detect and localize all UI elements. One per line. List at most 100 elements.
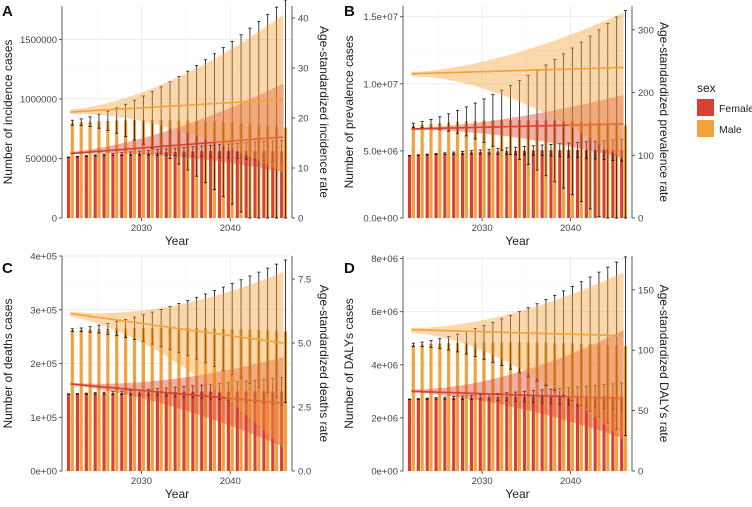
- bar-male-2027: [455, 121, 460, 218]
- bar-female-2024: [425, 398, 429, 471]
- x-axis-title: Year: [165, 234, 189, 248]
- legend: sex Female Male: [697, 81, 752, 137]
- bar-male-2037: [544, 342, 548, 471]
- bar-female-2033: [164, 152, 168, 218]
- bar-female-2039: [558, 396, 562, 471]
- bar-male-2023: [79, 329, 83, 471]
- legend-key-male: [697, 120, 714, 137]
- bar-male-2035: [186, 328, 190, 471]
- x-tick-label: 2040: [560, 223, 581, 234]
- bar-male-2033: [508, 120, 513, 218]
- bar-female-2032: [496, 151, 500, 218]
- bar-male-2025: [438, 343, 442, 471]
- bar-male-2040: [230, 328, 234, 471]
- bar-male-2024: [429, 344, 433, 471]
- y2-tick-label: 0: [638, 467, 643, 478]
- y-tick-label: 2e+06: [371, 413, 398, 424]
- bar-male-2037: [203, 328, 208, 471]
- bar-male-2032: [500, 342, 504, 471]
- rate-line-female: [411, 390, 624, 400]
- y-tick-label: 1.5e+07: [363, 12, 398, 23]
- bar-female-2040: [567, 150, 571, 218]
- y-tick-label: 3e+05: [30, 305, 57, 316]
- bar-male-2028: [124, 328, 128, 471]
- bar-male-2029: [473, 120, 477, 218]
- bar-female-2029: [129, 153, 133, 218]
- bar-female-2041: [235, 391, 239, 471]
- bar-female-2024: [84, 393, 88, 471]
- bar-male-2025: [97, 329, 101, 471]
- y2-tick-label: 100: [638, 346, 654, 357]
- y-tick-label: 1000000: [20, 94, 57, 105]
- y2-axis-title: Age-standardized deaths rate: [317, 285, 331, 443]
- bar-female-2044: [262, 391, 266, 471]
- y-tick-label: 500000: [25, 154, 57, 165]
- bar-female-2045: [611, 150, 615, 218]
- bar-female-2034: [173, 151, 177, 218]
- bar-female-2023: [416, 155, 420, 218]
- y-axis-title: Number of DALYs cases: [342, 298, 356, 429]
- bar-male-2031: [491, 120, 495, 218]
- y2-tick-label: 5.0: [298, 339, 311, 350]
- bar-male-2035: [526, 342, 530, 471]
- panel-B: 0.0e+00 5.0e+06 1.0e+07 1.5e+07 0 100 200 300 20…: [342, 3, 671, 248]
- bar-female-2023: [75, 393, 80, 471]
- bar-female-2037: [200, 151, 204, 218]
- bar-female-2044: [602, 396, 606, 471]
- bar-female-2046: [620, 396, 624, 471]
- bar-female-2034: [173, 391, 177, 471]
- bar-female-2030: [137, 153, 142, 218]
- bar-female-2042: [584, 396, 588, 471]
- legend-title: sex: [697, 81, 716, 95]
- y2-tick-label: 300: [638, 25, 654, 36]
- bar-female-2040: [226, 151, 230, 218]
- bar-male-2023: [79, 122, 83, 218]
- bar-male-2024: [88, 121, 92, 218]
- bar-male-2032: [159, 328, 163, 471]
- bar-female-2027: [452, 153, 456, 218]
- bar-male-2027: [115, 120, 119, 218]
- bar-female-2032: [496, 396, 500, 471]
- bar-male-2031: [150, 120, 154, 218]
- bar-male-2022: [411, 125, 415, 218]
- y2-tick-label: 40: [298, 14, 309, 25]
- bar-male-2025: [438, 123, 442, 218]
- bar-female-2022: [66, 157, 71, 218]
- bar-female-2028: [460, 397, 465, 471]
- bar-female-2036: [531, 150, 535, 218]
- bar-male-2022: [411, 344, 415, 471]
- y2-tick-label: 0: [298, 214, 303, 225]
- bar-female-2045: [271, 151, 275, 218]
- bar-female-2035: [182, 151, 186, 218]
- x-tick-label: 2030: [131, 476, 152, 487]
- panel-letter: B: [344, 3, 355, 20]
- rate-line-female: [411, 123, 624, 130]
- bar-female-2035: [522, 396, 527, 471]
- y2-tick-label: 10: [298, 164, 309, 175]
- bar-female-2027: [111, 393, 115, 471]
- y-tick-label: 5.0e+06: [363, 146, 398, 157]
- bar-male-2022: [70, 330, 74, 471]
- y2-tick-label: 150: [638, 285, 654, 296]
- x-tick-label: 2030: [472, 223, 493, 234]
- bar-female-2034: [514, 150, 518, 218]
- bar-male-2036: [535, 342, 539, 471]
- rate-ribbon-female: [70, 357, 284, 447]
- bar-female-2033: [164, 392, 168, 471]
- y2-tick-label: 100: [638, 151, 654, 162]
- y2-tick-label: 200: [638, 88, 654, 99]
- bar-male-2034: [177, 120, 181, 218]
- bar-female-2026: [443, 153, 447, 218]
- bar-male-2030: [482, 120, 486, 218]
- bar-female-2038: [549, 150, 553, 218]
- bar-female-2045: [611, 396, 615, 471]
- bar-female-2046: [620, 150, 624, 218]
- bar-female-2036: [191, 391, 195, 471]
- bar-female-2040: [226, 391, 230, 471]
- x-tick-label: 2040: [220, 223, 241, 234]
- y2-tick-label: 20: [298, 114, 309, 125]
- bar-female-2038: [209, 391, 213, 471]
- y-tick-label: 0e+00: [371, 467, 398, 478]
